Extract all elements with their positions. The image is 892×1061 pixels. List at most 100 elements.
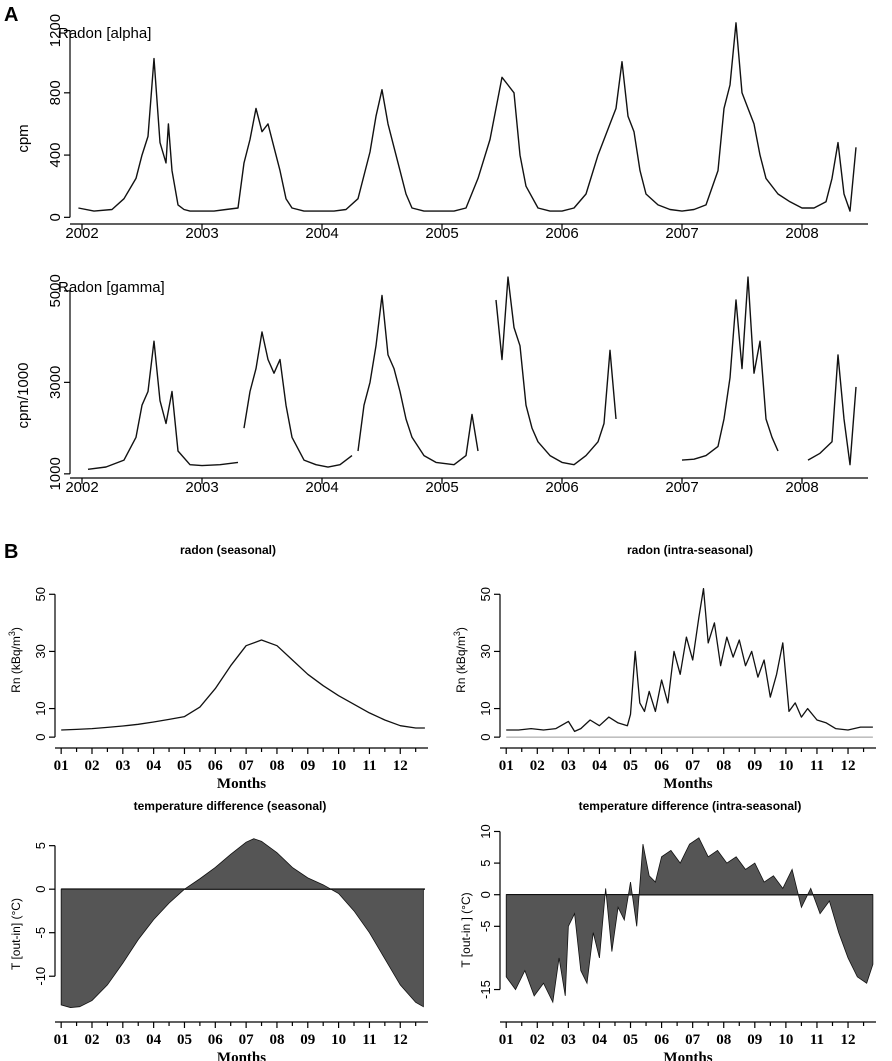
x-tick-label: 2007	[665, 479, 698, 496]
x-tick-label: 04	[146, 758, 162, 774]
x-tick-label: 09	[747, 758, 762, 774]
x-tick-label: 05	[623, 1032, 638, 1048]
chart-radon-alpha: 0 400 800 1200 cpm 2002 2003 2004 2005 2006 2007 20…	[15, 14, 868, 242]
x-tick-label: 02	[84, 1032, 99, 1048]
x-tick-label: 2004	[305, 225, 338, 242]
x-tick-label: 03	[115, 1032, 130, 1048]
y-tick-label: 10	[478, 701, 493, 715]
y-tick-label: 0	[33, 886, 48, 893]
x-tick-label: 2005	[425, 225, 458, 242]
y-axis-label-tail: )	[454, 627, 468, 631]
line-series-radon-seasonal-0	[61, 639, 425, 731]
y-tick-label: 0	[478, 734, 493, 741]
x-tick-label: 03	[561, 1032, 576, 1048]
y-tick-label: 1000	[47, 457, 64, 490]
x-tick-label: 10	[331, 758, 346, 774]
y-tick-label: 5	[478, 859, 493, 866]
x-tick-label: 11	[362, 1032, 376, 1048]
x-tick-label: 09	[747, 1032, 762, 1048]
chart-title: radon (intra-seasonal)	[627, 543, 753, 557]
y-tick-label: 3000	[47, 366, 64, 399]
y-tick-label: 800	[47, 80, 64, 105]
x-tick-label: 11	[810, 758, 824, 774]
x-tick-label: 10	[778, 758, 793, 774]
x-tick-label: 03	[561, 758, 576, 774]
x-tick-label: 09	[300, 1032, 315, 1048]
x-tick-label: 02	[530, 758, 545, 774]
x-tick-label: 08	[716, 758, 731, 774]
x-tick-label: 04	[592, 758, 608, 774]
x-axis-label: Months	[217, 1050, 266, 1061]
x-tick-label: 2008	[785, 225, 818, 242]
x-tick-label: 01	[499, 1032, 514, 1048]
x-tick-label: 06	[654, 1032, 670, 1048]
y-tick-label: 1200	[47, 14, 64, 47]
line-series-gamma-3	[495, 276, 617, 466]
x-tick-label: 02	[530, 1032, 545, 1048]
y-tick-label: 50	[33, 587, 48, 601]
x-tick-label: 2002	[65, 479, 98, 496]
x-tick-label: 07	[239, 758, 255, 774]
x-tick-label: 06	[208, 758, 224, 774]
y-axis-label-sup: 3	[452, 631, 462, 636]
line-series-radon-intra-0	[506, 587, 873, 733]
x-axis-label: Months	[663, 776, 712, 792]
panel-label-a: A	[4, 4, 18, 26]
x-tick-label: 12	[841, 1032, 856, 1048]
y-tick-label: 5000	[47, 274, 64, 307]
line-series-gamma-0	[87, 340, 239, 470]
x-tick-label: 06	[654, 758, 670, 774]
x-tick-label: 11	[362, 758, 376, 774]
x-tick-label: 09	[300, 758, 315, 774]
x-tick-label: 2005	[425, 479, 458, 496]
y-axis-label-main: Rn (kBq/m	[9, 636, 23, 693]
x-tick-label: 08	[716, 1032, 731, 1048]
y-axis-label-tail: )	[9, 627, 23, 631]
y-tick-label: -10	[33, 967, 48, 986]
panel-label-b: B	[4, 541, 18, 563]
x-tick-label: 10	[778, 1032, 793, 1048]
x-tick-label: 08	[269, 758, 284, 774]
y-axis-label: cpm/1000	[15, 363, 32, 429]
y-axis-label: Rn (kBq/m3)	[452, 627, 468, 693]
series-label: Radon [alpha]	[58, 25, 151, 42]
y-axis-label: T [out-in] (°C)	[9, 898, 23, 970]
x-tick-label: 01	[499, 758, 514, 774]
y-axis-label-sup: 3	[7, 631, 17, 636]
chart-title: temperature difference (seasonal)	[134, 799, 327, 813]
x-tick-label: 2006	[545, 225, 578, 242]
chart-radon-gamma: 1000 3000 5000 cpm/1000 2002 2003 2004 2005 2006…	[15, 274, 868, 496]
x-tick-label: 12	[393, 758, 408, 774]
x-tick-label: 2006	[545, 479, 578, 496]
x-tick-label: 2003	[185, 479, 218, 496]
x-tick-label: 2007	[665, 225, 698, 242]
y-tick-label: 10	[33, 701, 48, 715]
y-tick-label: 30	[478, 644, 493, 658]
y-tick-label: -15	[478, 980, 493, 999]
x-tick-label: 06	[208, 1032, 224, 1048]
y-axis-label: T [out-in ] (°C)	[459, 892, 473, 967]
area-series-temp-seasonal	[60, 838, 424, 1008]
y-tick-label: 0	[478, 891, 493, 898]
y-axis-label-main: Rn (kBq/m	[454, 636, 468, 693]
series-label: Radon [gamma]	[58, 279, 165, 296]
line-series-gamma-2	[357, 294, 479, 466]
x-tick-label: 2008	[785, 479, 818, 496]
x-tick-label: 11	[810, 1032, 824, 1048]
x-tick-label: 10	[331, 1032, 346, 1048]
x-tick-label: 12	[393, 1032, 408, 1048]
y-tick-label: 5	[33, 842, 48, 849]
x-tick-label: 03	[115, 758, 130, 774]
x-tick-label: 02	[84, 758, 99, 774]
line-series-alpha-0	[78, 22, 857, 212]
x-tick-label: 01	[54, 758, 69, 774]
x-tick-label: 07	[239, 1032, 255, 1048]
y-axis-label: Rn (kBq/m3)	[7, 627, 23, 693]
x-tick-label: 05	[177, 1032, 192, 1048]
chart-radon-seasonal: 0 10 30 50 Rn (kBq/m3) 01 02 03 04 05 06 07 08 09 10 11…	[7, 543, 428, 792]
line-series-gamma-5	[807, 354, 857, 466]
x-tick-label: 04	[592, 1032, 608, 1048]
x-tick-label: 07	[685, 1032, 701, 1048]
